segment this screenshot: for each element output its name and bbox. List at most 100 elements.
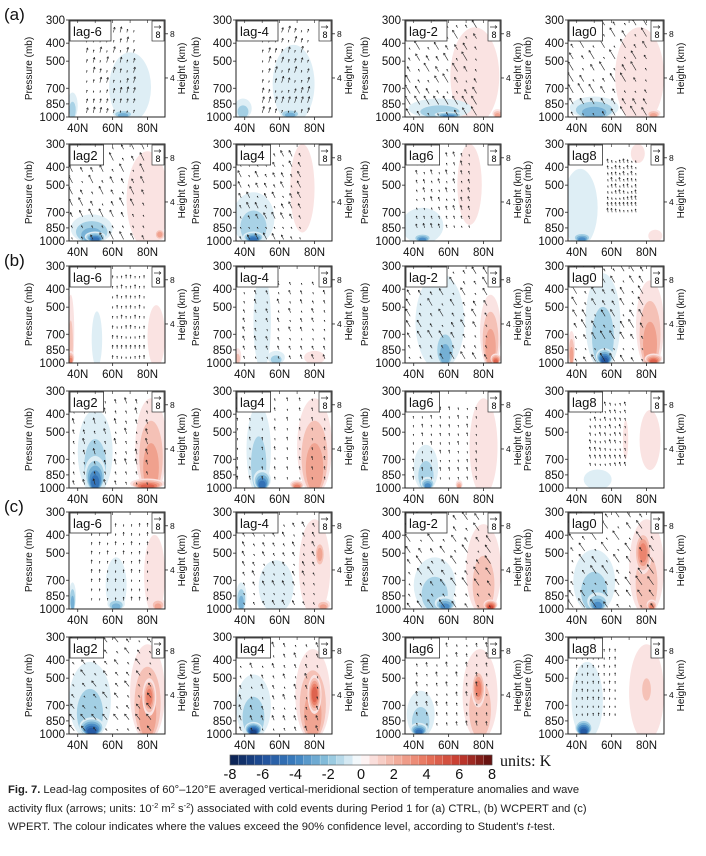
flux-arrowhead bbox=[119, 80, 122, 82]
flux-arrowhead bbox=[602, 77, 605, 80]
flux-arrowhead bbox=[122, 578, 125, 581]
flux-arrowhead bbox=[621, 64, 625, 67]
flux-arrowhead bbox=[630, 190, 633, 193]
flux-arrowhead bbox=[125, 286, 127, 288]
flux-arrow bbox=[430, 414, 432, 419]
flux-arrowhead bbox=[485, 721, 488, 724]
flux-arrow bbox=[288, 326, 291, 332]
flux-arrow bbox=[607, 158, 609, 164]
flux-arrowhead bbox=[288, 160, 292, 163]
flux-arrowhead bbox=[604, 513, 607, 516]
flux-arrow bbox=[405, 108, 411, 116]
flux-arrowhead bbox=[138, 596, 141, 599]
flux-arrowhead bbox=[581, 673, 583, 675]
flux-arrowhead bbox=[111, 325, 114, 327]
flux-arrowhead bbox=[437, 196, 440, 199]
flux-arrow bbox=[406, 320, 411, 328]
flux-arrowhead bbox=[134, 356, 136, 358]
y-axis-label: Pressure (mb) bbox=[24, 529, 35, 592]
flux-arrowhead bbox=[446, 693, 448, 695]
flux-arrowhead bbox=[445, 45, 448, 48]
flux-arrowhead bbox=[248, 174, 250, 177]
flux-arrow bbox=[570, 111, 574, 116]
flux-arrowhead bbox=[619, 106, 623, 109]
flux-arrowhead bbox=[134, 295, 136, 297]
y-tick-label: 700 bbox=[382, 575, 401, 587]
height-tick-label: 4 bbox=[337, 690, 342, 700]
flux-arrowhead bbox=[288, 150, 292, 153]
flux-arrow bbox=[70, 703, 75, 709]
plot-frame bbox=[235, 636, 333, 735]
flux-arrow bbox=[423, 179, 425, 184]
flux-arrow bbox=[604, 513, 608, 518]
flux-arrowhead bbox=[254, 327, 257, 330]
flux-arrowhead bbox=[461, 51, 464, 54]
flux-arrow bbox=[323, 290, 326, 295]
flux-arrowhead bbox=[113, 26, 116, 30]
flux-arrowhead bbox=[130, 579, 133, 581]
flux-arrowhead bbox=[119, 68, 122, 71]
flux-arrowhead bbox=[252, 581, 255, 584]
flux-arrow bbox=[613, 554, 620, 563]
flux-arrowhead bbox=[629, 571, 631, 573]
flux-arrowhead bbox=[473, 522, 476, 525]
reference-vector-arrowhead bbox=[158, 517, 162, 521]
flux-arrowhead bbox=[253, 593, 255, 595]
flux-arrowhead bbox=[466, 407, 468, 409]
flux-arrowhead bbox=[294, 36, 298, 39]
flux-arrowhead bbox=[122, 225, 124, 227]
height-tick-label: 8 bbox=[669, 275, 674, 285]
flux-arrowhead bbox=[138, 355, 141, 357]
flux-arrow bbox=[632, 98, 637, 105]
flux-arrowhead bbox=[485, 335, 487, 337]
flux-arrowhead bbox=[281, 27, 284, 30]
anomaly-contour bbox=[143, 443, 159, 488]
flux-arrowhead bbox=[138, 695, 140, 697]
y-axis-label: Pressure (mb) bbox=[360, 408, 371, 471]
flux-arrow bbox=[582, 536, 585, 540]
flux-arrow bbox=[146, 713, 152, 720]
flux-arrowhead bbox=[422, 187, 425, 190]
flux-arrowhead bbox=[608, 665, 611, 667]
flux-arrowhead bbox=[617, 526, 619, 528]
flux-arrowhead bbox=[594, 463, 596, 465]
flux-arrow bbox=[465, 720, 468, 726]
flux-arrowhead bbox=[418, 547, 421, 551]
flux-arrowhead bbox=[433, 41, 437, 45]
flux-arrow bbox=[627, 202, 629, 207]
flux-arrowhead bbox=[120, 326, 123, 328]
flux-arrow bbox=[311, 551, 315, 557]
flux-arrow bbox=[426, 692, 428, 697]
flux-arrow bbox=[619, 297, 625, 306]
flux-arrowhead bbox=[261, 457, 264, 459]
flux-arrowhead bbox=[294, 695, 297, 698]
flux-arrowhead bbox=[603, 268, 605, 270]
y-tick-label: 400 bbox=[46, 162, 65, 174]
flux-arrowhead bbox=[127, 695, 129, 697]
flux-arrowhead bbox=[281, 96, 285, 99]
flux-arrowhead bbox=[625, 509, 627, 511]
flux-arrowhead bbox=[619, 286, 623, 290]
flux-arrowhead bbox=[464, 603, 467, 606]
flux-arrowhead bbox=[282, 561, 285, 564]
flux-arrowhead bbox=[592, 705, 594, 707]
colorbar-segment bbox=[369, 754, 378, 766]
flux-arrow bbox=[148, 638, 152, 643]
flux-arrow bbox=[465, 661, 468, 667]
flux-arrowhead bbox=[572, 309, 575, 312]
flux-arrowhead bbox=[415, 712, 418, 714]
x-tick-label: 80N bbox=[137, 369, 158, 381]
flux-arrow bbox=[472, 86, 477, 94]
x-tick-label: 40N bbox=[67, 369, 88, 381]
lag-label: lag4 bbox=[240, 641, 265, 656]
flux-arrow bbox=[261, 674, 264, 679]
plot-frame bbox=[404, 390, 502, 489]
flux-arrowhead bbox=[130, 541, 133, 543]
x-tick-label: 60N bbox=[269, 247, 290, 259]
anomaly-contour bbox=[424, 483, 431, 488]
flux-arrow bbox=[616, 603, 620, 608]
y-tick-label: 500 bbox=[46, 673, 65, 685]
flux-arrowhead bbox=[604, 432, 606, 434]
flux-arrowhead bbox=[604, 448, 606, 450]
